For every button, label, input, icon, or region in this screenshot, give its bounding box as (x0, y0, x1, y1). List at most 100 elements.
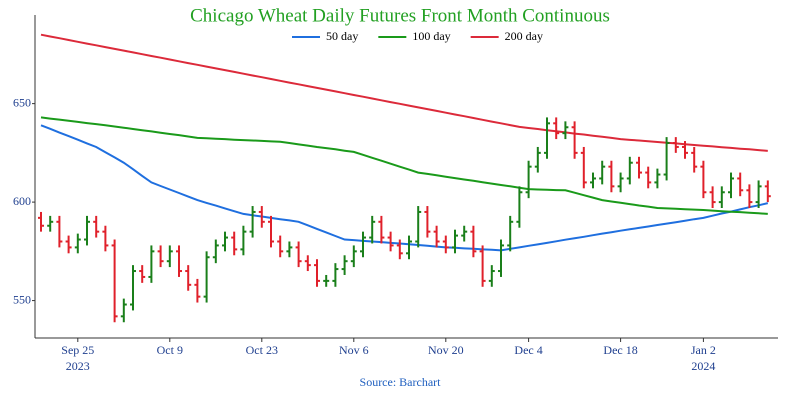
ohlc-bar (424, 206, 431, 238)
ohlc-bar (268, 215, 274, 248)
ohlc-bar (728, 172, 734, 199)
ohlc-bar (746, 184, 753, 209)
ohlc-bar (580, 146, 587, 189)
moving-average-line (40, 33, 768, 152)
ohlc-bar (709, 186, 716, 209)
ohlc-bar (672, 137, 679, 153)
legend-label: 50 day (326, 29, 358, 43)
ohlc-bar (737, 172, 744, 197)
ohlc-bar (626, 156, 633, 185)
ohlc-bar (700, 160, 707, 199)
ohlc-bar (479, 245, 486, 287)
moving-average-line (40, 116, 768, 215)
ohlc-bar (176, 245, 182, 277)
ohlc-bar (387, 231, 394, 252)
ohlc-bar (341, 255, 348, 275)
ohlc-bar (84, 215, 90, 246)
ohlc-bar (148, 245, 155, 283)
ohlc-bar (332, 263, 339, 287)
ohlc-bar (718, 186, 725, 209)
ohlc-bar (120, 298, 127, 323)
ohlc-bar (396, 239, 403, 260)
x-tick-label: Nov 6 (339, 343, 369, 357)
ohlc-bar (65, 235, 72, 254)
ohlc-bar (93, 215, 100, 238)
ohlc-bar (139, 265, 146, 283)
source-note: Source: Barchart (360, 375, 442, 389)
ohlc-bar (295, 241, 302, 268)
ohlc-bar (369, 215, 376, 244)
y-tick-label: 550 (13, 292, 31, 306)
y-tick-label: 650 (13, 95, 31, 109)
ohlc-bar (111, 239, 118, 323)
ohlc-bar (461, 225, 468, 242)
ohlc-bar (488, 265, 495, 287)
ohlc-bar (691, 146, 698, 173)
ohlc-bar (617, 172, 624, 193)
ohlc-bar (553, 117, 560, 140)
legend-label: 100 day (412, 29, 450, 43)
ohlc-bar (38, 211, 44, 232)
ohlc-bar (277, 235, 284, 258)
ohlc-bar (645, 166, 652, 189)
ohlc-bar (323, 274, 330, 287)
ohlc-bar (378, 215, 385, 244)
chart-title: Chicago Wheat Daily Futures Front Month … (190, 5, 610, 26)
ohlc-bar (360, 231, 366, 258)
moving-average-line (40, 124, 769, 252)
ohlc-bar (755, 180, 762, 209)
ohlc-bar (157, 245, 164, 268)
y-tick-label: 600 (13, 194, 31, 208)
ohlc-bar (231, 231, 238, 256)
ohlc-bar (534, 146, 541, 173)
ohlc-bar (258, 206, 265, 228)
x-tick-label: Nov 20 (428, 343, 464, 357)
ohlc-bar (314, 259, 320, 287)
ohlc-bar (525, 160, 532, 199)
ohlc-bar (304, 255, 311, 272)
ohlc-bar (663, 137, 670, 181)
ohlc-bar (470, 225, 477, 258)
x-tick-label: Oct 9 (157, 343, 183, 357)
ohlc-bar (590, 172, 596, 189)
ohlc-bar (571, 121, 578, 159)
ohlc-bar (203, 251, 210, 303)
ohlc-bar (498, 239, 504, 277)
ohlc-bar (415, 206, 422, 248)
ohlc-bar (452, 229, 458, 254)
x-tick-year: 2024 (691, 359, 715, 373)
ohlc-bar (249, 206, 256, 238)
ohlc-bar (286, 241, 293, 258)
ohlc-bar (194, 278, 201, 303)
ohlc-bar (442, 235, 449, 254)
ohlc-bar (102, 225, 109, 252)
ohlc-bar (608, 160, 615, 193)
ohlc-bar (212, 239, 219, 264)
ohlc-bar (654, 168, 661, 189)
ohlc-bar (350, 245, 357, 268)
x-tick-label: Jan 2 (691, 343, 716, 357)
ohlc-bar (56, 215, 63, 248)
x-tick-label: Sep 25 (61, 343, 94, 357)
ohlc-bar (682, 141, 688, 159)
ohlc-bar (764, 180, 771, 203)
ohlc-bar (222, 231, 228, 252)
x-tick-year: 2023 (66, 359, 90, 373)
ohlc-bar (599, 160, 606, 185)
ohlc-bar (406, 235, 412, 260)
ohlc-bar (433, 225, 440, 248)
legend-label: 200 day (505, 29, 543, 43)
ohlc-bar (185, 265, 192, 291)
ohlc-bar (636, 156, 642, 179)
ohlc-bar (47, 215, 54, 232)
x-tick-label: Dec 4 (514, 343, 542, 357)
x-tick-label: Oct 23 (246, 343, 278, 357)
ohlc-bar (240, 225, 247, 256)
ohlc-bar (166, 245, 173, 268)
ohlc-bar (544, 117, 550, 159)
x-tick-label: Dec 18 (603, 343, 637, 357)
ohlc-bar (562, 121, 569, 140)
ohlc-bar (74, 233, 81, 254)
